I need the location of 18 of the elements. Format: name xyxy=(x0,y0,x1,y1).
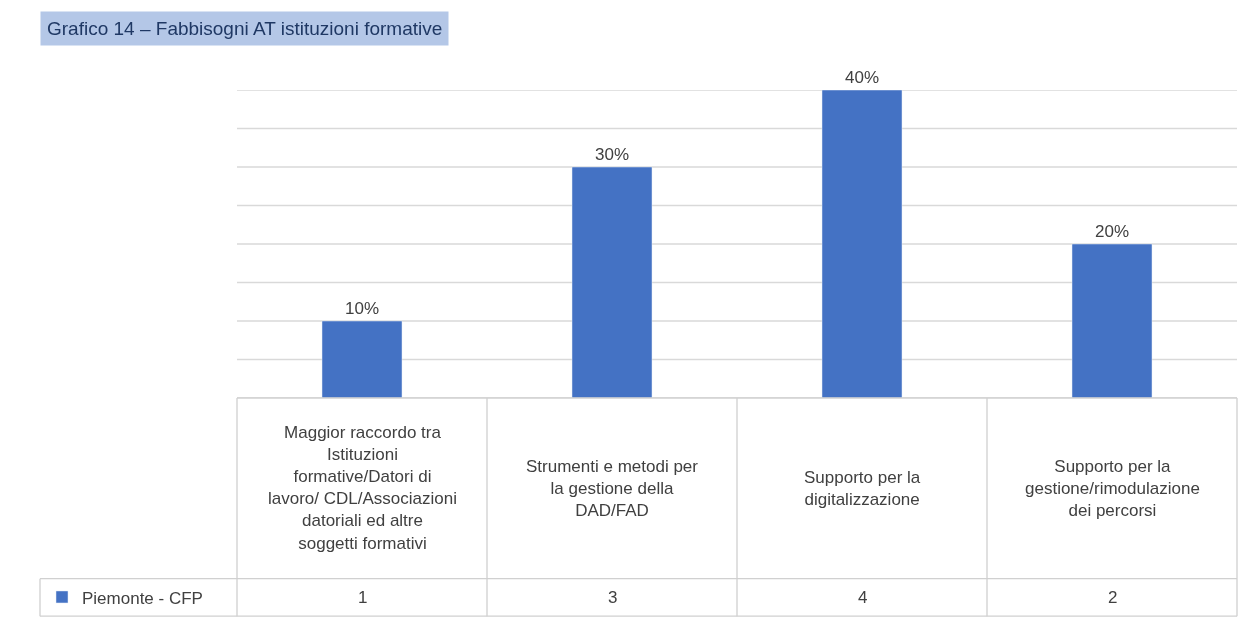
bar xyxy=(821,90,903,398)
text: 3 xyxy=(608,588,618,607)
x-tick-label: Maggior raccordo tra Istituzioni formative/Datori di lavoro/ CDL/Associazioni datoriali ed altre soggetti formativi xyxy=(268,423,457,553)
data-label: 40% xyxy=(844,68,880,87)
legend-label: Piemonte - CFP xyxy=(82,588,203,608)
bar xyxy=(571,166,653,398)
x-tick-label: Supporto per la gestione/rimodulazione dei percorsi xyxy=(1025,457,1200,521)
data-label: 30% xyxy=(594,145,630,164)
text: 2 xyxy=(1108,588,1118,607)
text: 4 xyxy=(858,588,868,607)
data-label: 20% xyxy=(1094,222,1130,241)
x-tick-label: Strumenti e metodi per la gestione della DAD/FAD xyxy=(526,457,699,521)
bar xyxy=(321,320,403,398)
text: 1 xyxy=(358,588,368,607)
bar xyxy=(1071,243,1153,398)
x-tick-label: Supporto per la digitalizzazione xyxy=(804,468,921,510)
data-label: 10% xyxy=(344,299,380,318)
chart-title: Grafico 14 – Fabbisogni AT istituzioni formative xyxy=(47,18,443,39)
